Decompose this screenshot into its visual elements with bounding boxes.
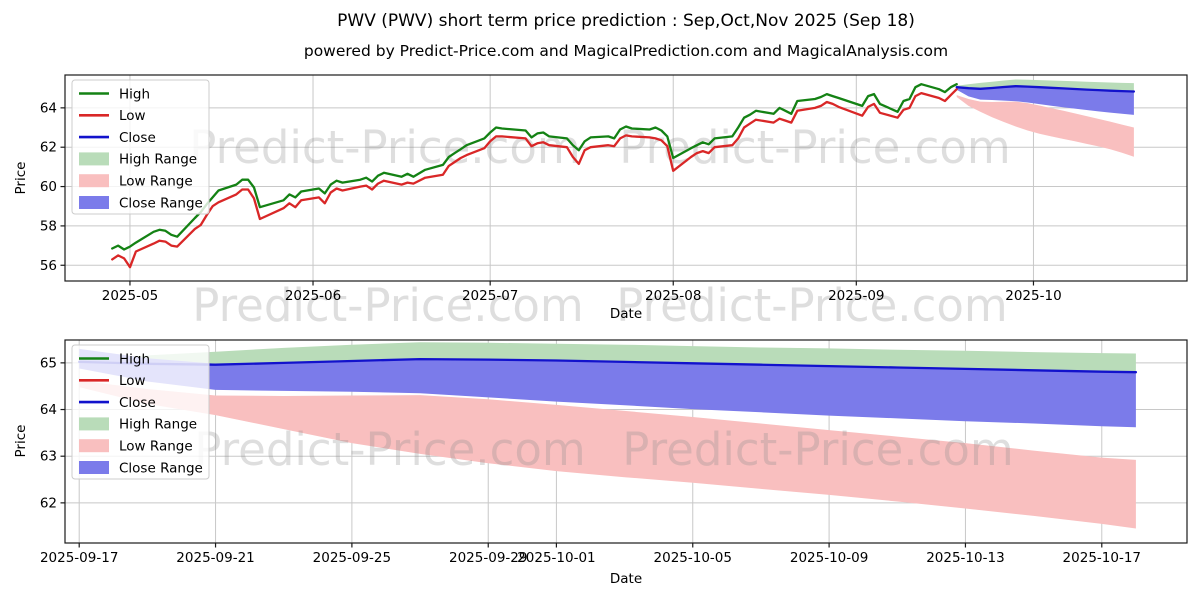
legend-label: Close (119, 130, 156, 146)
legend: High Low Close High Range Low Range Close Ran… (71, 79, 210, 215)
watermark-text: Predict-Price.com (616, 279, 1007, 332)
y-tick-label: 64 (40, 402, 57, 418)
bottom-chart-xlabel: Date (609, 571, 643, 587)
watermark-text: Predict-Price.com (619, 121, 1010, 174)
legend-close-range-sample (79, 461, 109, 474)
x-tick-label: 2025-08 (645, 288, 701, 304)
high-range-band (956, 79, 1134, 92)
x-tick-label: 2025-09-29 (449, 550, 527, 566)
legend-layer: High Low Close High Range Low Range Close Ran… (71, 79, 210, 480)
x-tick-label: 2025-10-17 (1063, 550, 1141, 566)
x-tick-label: 2025-10 (1005, 288, 1061, 304)
x-tick-label: 2025-10-09 (790, 550, 868, 566)
legend-high-range-sample (79, 152, 109, 166)
watermark-text: Predict-Price.com (189, 121, 580, 174)
bands-layer (79, 79, 1136, 529)
legend-label: High Range (119, 152, 197, 168)
y-tick-label: 62 (40, 140, 57, 156)
lines-layer (78, 83, 1138, 374)
legend-low-range-sample (79, 174, 109, 188)
x-tick-label: 2025-06 (285, 288, 341, 304)
close-range-band (79, 348, 1136, 428)
axes-layer: 2025-05 2025-06 2025-07 2025-08 2025-09 2025-… (40, 74, 1188, 566)
watermark-text: Predict-Price.com (192, 279, 583, 332)
x-tick-label: 2025-09-17 (40, 550, 118, 566)
axes-frame (64, 74, 1188, 282)
legend: High Low Close High Range Low Range Close Ran… (71, 344, 210, 480)
legend-label: Low (119, 108, 146, 124)
low-line (111, 88, 958, 269)
close-range-band (956, 86, 1134, 115)
high-range-band (79, 342, 1136, 373)
x-tick-label: 2025-05 (102, 288, 158, 304)
y-tick-label: 56 (40, 258, 57, 274)
watermark-text: Predict-Price.com (622, 423, 1013, 476)
legend-label: High (119, 351, 150, 367)
legend-low-range-sample (79, 439, 109, 453)
close-line (955, 85, 1136, 93)
low-range-band (79, 380, 1136, 529)
legend-label: Close Range (119, 460, 203, 476)
y-tick-label: 63 (40, 449, 57, 465)
close-line (78, 357, 1138, 374)
x-tick-label: 2025-09-25 (313, 550, 391, 566)
x-tick-label: 2025-10-01 (517, 550, 595, 566)
legend-label: Low Range (119, 439, 193, 455)
legend-high-range-sample (79, 417, 109, 431)
x-tick-label: 2025-10-13 (926, 550, 1004, 566)
y-tick-label: 64 (40, 100, 57, 116)
y-tick-label: 65 (40, 355, 57, 371)
top-chart-xlabel: Date (609, 306, 643, 322)
bottom-chart-ylabel: Price (13, 424, 29, 458)
legend-label: Close (119, 395, 156, 411)
watermark-text: Predict-Price.com (194, 423, 585, 476)
x-tick-label: 2025-09-21 (176, 550, 254, 566)
page-title: PWV (PWV) short term price prediction : … (337, 11, 915, 31)
x-tick-label: 2025-09 (828, 288, 884, 304)
legend-label: Low (119, 373, 146, 389)
legend-label: High Range (119, 417, 197, 433)
y-tick-label: 58 (40, 218, 57, 234)
legend-label: High (119, 86, 150, 102)
y-tick-label: 62 (40, 495, 57, 511)
y-tick-label: 60 (40, 179, 57, 195)
axes-frame (64, 339, 1188, 544)
x-tick-label: 2025-10-05 (654, 550, 732, 566)
low-range-band (956, 95, 1134, 157)
x-tick-label: 2025-07 (462, 288, 518, 304)
legend-close-range-sample (79, 196, 109, 209)
high-line (111, 83, 958, 251)
legend-label: Low Range (119, 174, 193, 190)
page-subtitle: powered by Predict-Price.com and Magical… (303, 42, 949, 60)
top-chart-ylabel: Price (13, 161, 29, 195)
legend-label: Close Range (119, 195, 203, 211)
